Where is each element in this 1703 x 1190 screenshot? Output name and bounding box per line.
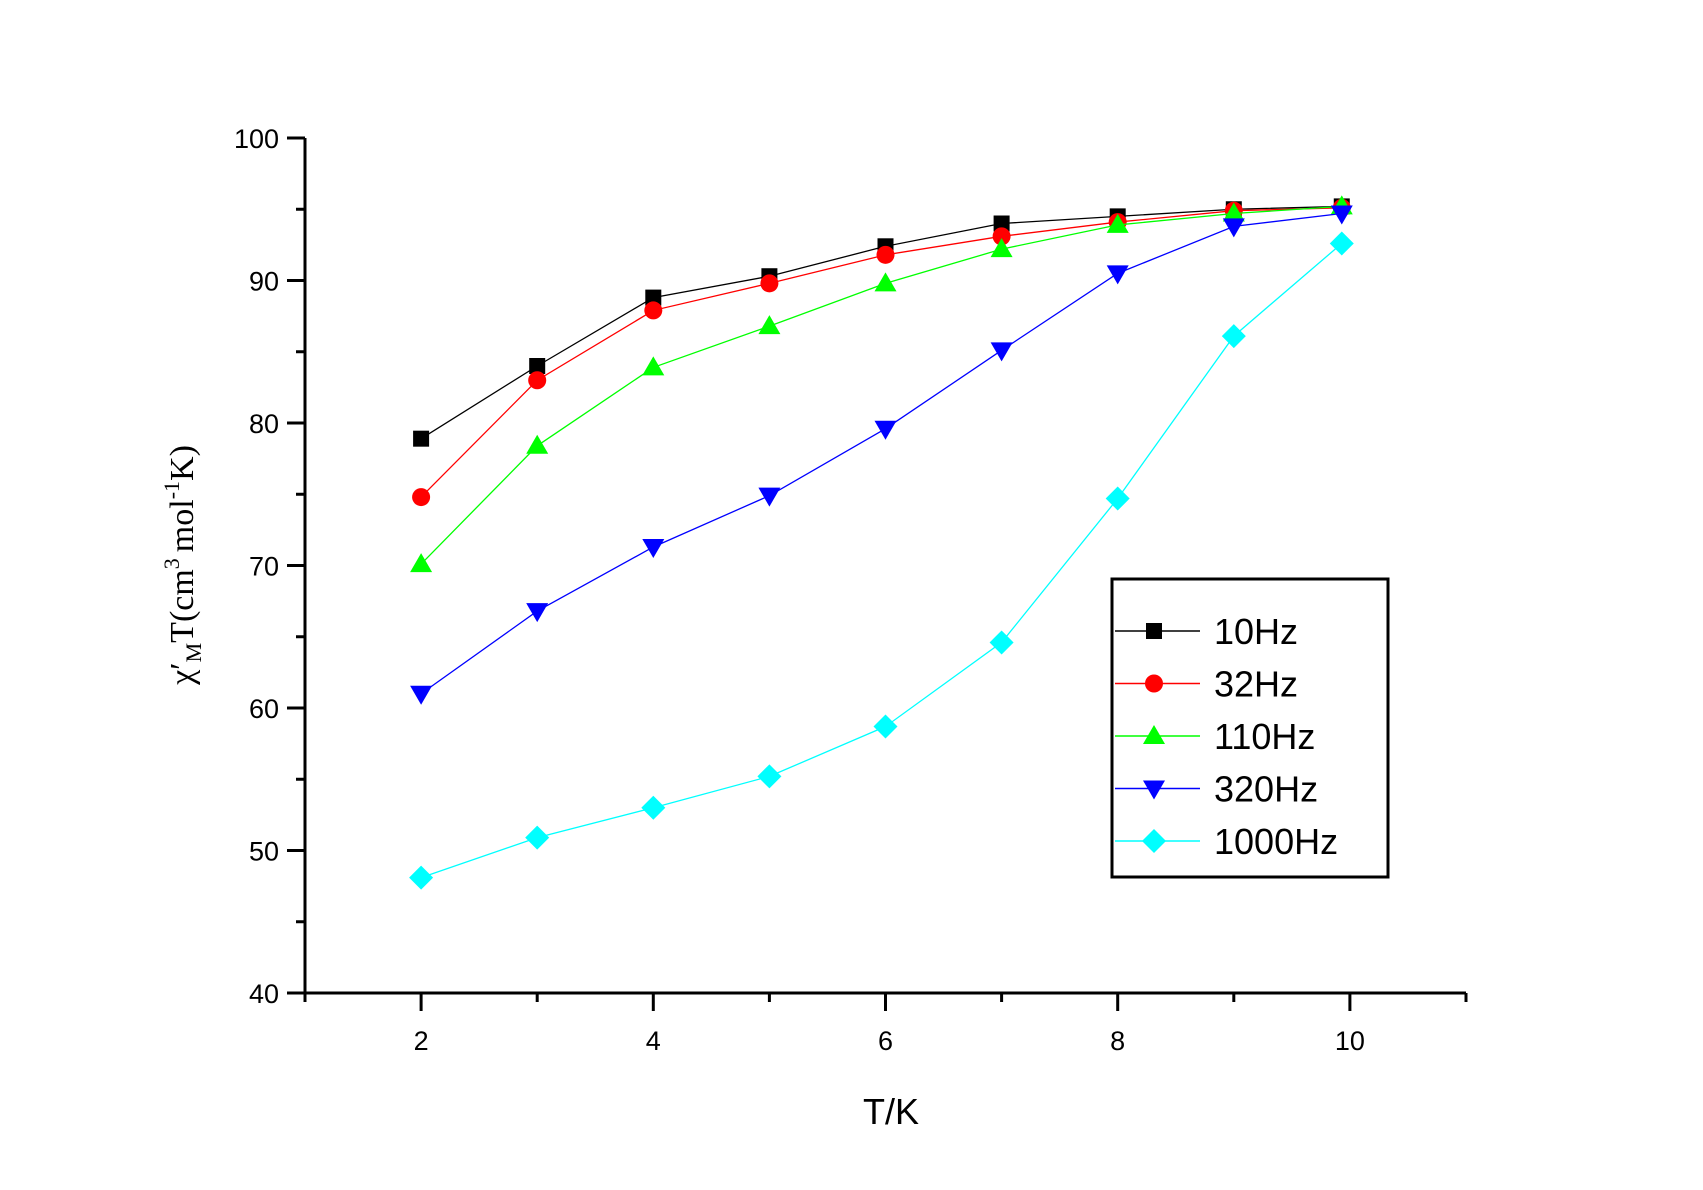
data-point: [992, 227, 1011, 246]
x-ticks: 2 4 6 8 10: [303, 993, 1468, 1056]
legend-items: 10Hz 32Hz 110Hz 320Hz 1000Hz: [1115, 611, 1338, 862]
x-axis-title: T/K: [863, 1091, 919, 1132]
legend-label: 320Hz: [1214, 769, 1318, 810]
data-point: [1106, 265, 1129, 285]
y-tick-label: 60: [249, 694, 279, 724]
data-point: [412, 488, 431, 507]
legend-item: 10Hz: [1115, 611, 1298, 652]
axes: 40 50 60 70 80 90 100 2 4 6 8 10: [234, 124, 1468, 1056]
data-point: [1329, 231, 1354, 256]
legend-label: 1000Hz: [1214, 821, 1338, 862]
y-axis-title-end: K): [164, 445, 201, 481]
data-point: [873, 714, 898, 739]
y-tick-label: 50: [249, 837, 279, 867]
data-point: [526, 603, 549, 623]
legend-marker: [1143, 780, 1165, 800]
data-point: [1222, 218, 1245, 238]
data-point: [1106, 213, 1129, 233]
series-110Hz: [410, 195, 1353, 573]
data-point: [1330, 205, 1353, 225]
legend-marker: [1145, 674, 1163, 693]
data-point: [876, 245, 895, 264]
data-point: [874, 272, 897, 292]
data-point: [757, 764, 782, 789]
legend-item: 110Hz: [1115, 716, 1315, 757]
data-point: [529, 358, 546, 374]
data-point: [642, 356, 665, 376]
legend-item: 320Hz: [1115, 769, 1318, 810]
legend-label: 110Hz: [1214, 716, 1315, 757]
x-tick-label: 10: [1335, 1026, 1365, 1056]
legend-item: 32Hz: [1115, 664, 1298, 705]
data-point: [525, 825, 550, 850]
data-point: [641, 795, 666, 820]
legend-marker: [1142, 829, 1166, 853]
y-axis-title: χ′MT(cm3 mol-1K): [159, 445, 206, 686]
legend-item: 1000Hz: [1115, 821, 1338, 862]
data-point: [874, 420, 897, 440]
data-point: [645, 289, 662, 306]
x-tick-label: 6: [878, 1026, 893, 1056]
data-point: [409, 865, 434, 890]
data-point: [1105, 486, 1130, 511]
series-320Hz: [410, 205, 1353, 705]
data-point: [642, 538, 665, 558]
y-axis-title-sub: M: [181, 643, 206, 663]
y-tick-label: 70: [249, 552, 279, 582]
data-point: [760, 274, 779, 293]
data-point: [993, 215, 1010, 232]
data-point: [526, 434, 549, 454]
x-tick-label: 2: [414, 1026, 429, 1056]
data-point: [989, 630, 1014, 655]
legend-label: 32Hz: [1214, 664, 1298, 705]
data-point: [758, 487, 781, 507]
data-point: [644, 301, 663, 320]
legend-marker: [1143, 725, 1165, 744]
y-axis-title-t: T(cm: [164, 569, 201, 643]
data-point: [1222, 202, 1245, 222]
data-point: [413, 430, 430, 447]
legend-marker: [1146, 623, 1162, 639]
data-point: [990, 238, 1013, 258]
series-1000Hz: [409, 231, 1354, 890]
legend: 10Hz 32Hz 110Hz 320Hz 1000Hz: [1110, 577, 1390, 879]
y-tick-label: 100: [234, 124, 279, 154]
y-tick-label: 90: [249, 267, 279, 297]
data-point: [410, 685, 433, 705]
legend-label: 10Hz: [1214, 611, 1298, 652]
x-tick-label: 8: [1110, 1026, 1125, 1056]
data-point: [528, 371, 547, 390]
y-ticks: 40 50 60 70 80 90 100: [234, 124, 305, 1009]
series-layer: [409, 195, 1354, 890]
data-point: [990, 342, 1013, 362]
y-tick-label: 80: [249, 409, 279, 439]
x-tick-label: 4: [646, 1026, 661, 1056]
data-point: [410, 553, 433, 573]
y-axis-title-mol: mol: [164, 499, 201, 552]
data-point: [1221, 324, 1246, 349]
y-axis-title-chi: χ′: [164, 662, 201, 686]
y-axis-title-sup1: 3: [159, 558, 184, 569]
y-tick-label: 40: [249, 979, 279, 1009]
y-axis-title-sup2: -1: [159, 481, 184, 499]
data-point: [758, 315, 781, 335]
